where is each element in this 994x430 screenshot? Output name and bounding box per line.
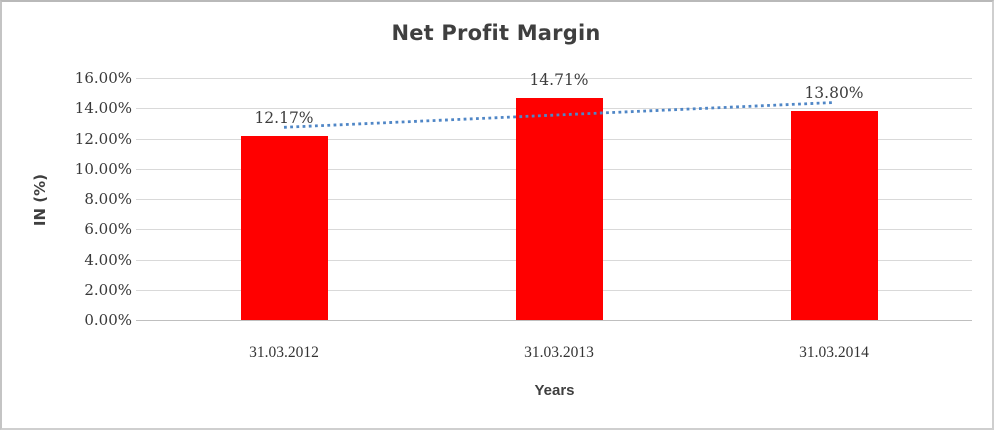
y-tick-label: 6.00% [84, 220, 132, 238]
bar-31.03.2012 [241, 136, 328, 320]
x-tick-label: 31.03.2014 [799, 344, 869, 361]
data-label: 13.80% [804, 84, 864, 102]
y-tick-label: 14.00% [74, 99, 132, 117]
x-tick-label: 31.03.2012 [249, 344, 319, 361]
gridline [136, 78, 972, 79]
y-tick-label: 12.00% [74, 130, 132, 148]
y-tick-label: 2.00% [84, 281, 132, 299]
y-tick-label: 4.00% [84, 251, 132, 269]
data-label: 12.17% [254, 109, 314, 127]
data-label: 14.71% [529, 71, 589, 89]
chart-title: Net Profit Margin [391, 21, 601, 45]
y-tick-label: 0.00% [84, 311, 132, 329]
y-tick-label: 8.00% [84, 190, 132, 208]
bar-31.03.2013 [516, 98, 603, 320]
y-tick-label: 10.00% [74, 160, 132, 178]
x-tick-label: 31.03.2013 [524, 344, 594, 361]
x-axis-title: Years [534, 382, 575, 399]
x-axis-line [136, 320, 972, 321]
bar-31.03.2014 [791, 111, 878, 320]
y-tick-label: 16.00% [74, 69, 132, 87]
